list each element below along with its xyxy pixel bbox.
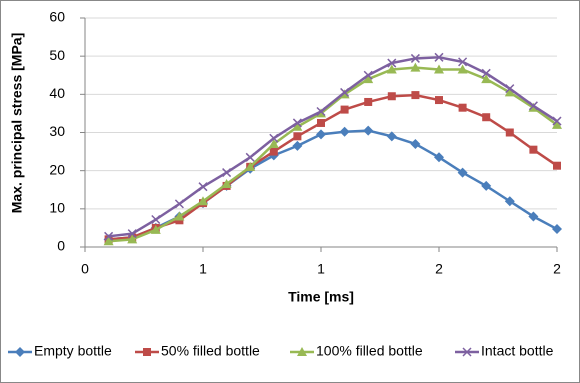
y-tick-label: 10 xyxy=(49,200,65,216)
legend-item: Intact bottle xyxy=(455,343,554,359)
marker xyxy=(505,84,515,94)
marker xyxy=(553,161,561,170)
marker xyxy=(339,126,350,137)
marker xyxy=(457,167,468,178)
marker xyxy=(292,121,303,131)
marker xyxy=(245,161,256,171)
marker xyxy=(363,70,373,80)
y-tick-label: 50 xyxy=(49,47,65,63)
y-tick-label: 20 xyxy=(49,161,65,177)
legend-label: Empty bottle xyxy=(34,343,112,359)
marker xyxy=(15,347,25,357)
marker xyxy=(410,138,421,149)
legend-label: 50% filled bottle xyxy=(161,343,260,359)
x-tick-label: 1 xyxy=(199,261,207,277)
y-tick-label: 40 xyxy=(49,85,65,101)
y-tick-label: 60 xyxy=(49,9,65,25)
marker xyxy=(222,168,232,178)
marker xyxy=(434,64,444,74)
series-line xyxy=(108,66,558,243)
marker xyxy=(104,231,114,241)
marker xyxy=(552,224,562,235)
marker xyxy=(198,196,208,206)
marker xyxy=(221,179,232,189)
legend-item: 100% filled bottle xyxy=(290,343,423,359)
marker xyxy=(198,182,208,192)
x-tick-label: 1 xyxy=(317,261,325,277)
marker xyxy=(481,74,492,84)
marker xyxy=(504,87,515,97)
marker xyxy=(143,348,151,356)
marker xyxy=(434,52,444,62)
marker xyxy=(552,119,562,129)
marker xyxy=(292,140,303,151)
marker xyxy=(481,180,492,191)
marker xyxy=(316,108,326,118)
marker xyxy=(364,97,373,106)
marker xyxy=(410,53,420,63)
marker xyxy=(387,92,396,101)
marker xyxy=(482,113,491,122)
marker xyxy=(435,96,443,105)
marker xyxy=(174,199,184,209)
x-tick-label: 2 xyxy=(435,261,443,277)
marker xyxy=(410,62,421,72)
marker xyxy=(386,64,397,74)
marker xyxy=(552,116,562,126)
legend-item: 50% filled bottle xyxy=(135,343,260,359)
marker xyxy=(504,196,515,207)
marker xyxy=(297,347,307,356)
marker xyxy=(269,147,278,156)
marker xyxy=(340,87,350,97)
marker xyxy=(316,129,326,140)
legend-label: Intact bottle xyxy=(481,343,554,359)
marker xyxy=(127,234,138,244)
marker xyxy=(103,236,114,246)
marker xyxy=(268,138,279,148)
marker xyxy=(151,214,161,225)
marker xyxy=(269,133,279,143)
marker xyxy=(505,128,514,137)
marker xyxy=(462,347,472,357)
marker xyxy=(340,105,349,114)
marker xyxy=(363,125,374,136)
marker xyxy=(411,91,420,100)
marker xyxy=(316,106,326,117)
marker xyxy=(127,229,137,239)
marker xyxy=(529,145,538,154)
marker xyxy=(457,64,468,74)
y-tick-label: 0 xyxy=(57,238,65,254)
marker xyxy=(458,103,467,112)
series-line xyxy=(108,56,558,238)
marker xyxy=(528,211,539,222)
marker xyxy=(174,211,185,221)
x-tick-label: 0 xyxy=(81,261,89,277)
marker xyxy=(150,224,161,234)
marker xyxy=(317,118,325,127)
marker xyxy=(528,101,538,111)
marker xyxy=(481,68,491,78)
marker xyxy=(363,74,374,84)
marker xyxy=(386,131,397,142)
x-tick-label: 2 xyxy=(553,261,561,277)
y-axis-title: Max. principal stress [MPa] xyxy=(9,33,25,214)
legend-label: 100% filled bottle xyxy=(316,343,423,359)
marker xyxy=(458,57,468,67)
marker xyxy=(387,58,397,68)
marker xyxy=(245,152,255,162)
marker xyxy=(292,118,302,128)
legend-item: Empty bottle xyxy=(8,343,112,359)
marker xyxy=(293,132,302,141)
y-tick-label: 30 xyxy=(49,123,65,139)
x-axis-title: Time [ms] xyxy=(288,289,354,305)
marker xyxy=(434,152,444,163)
